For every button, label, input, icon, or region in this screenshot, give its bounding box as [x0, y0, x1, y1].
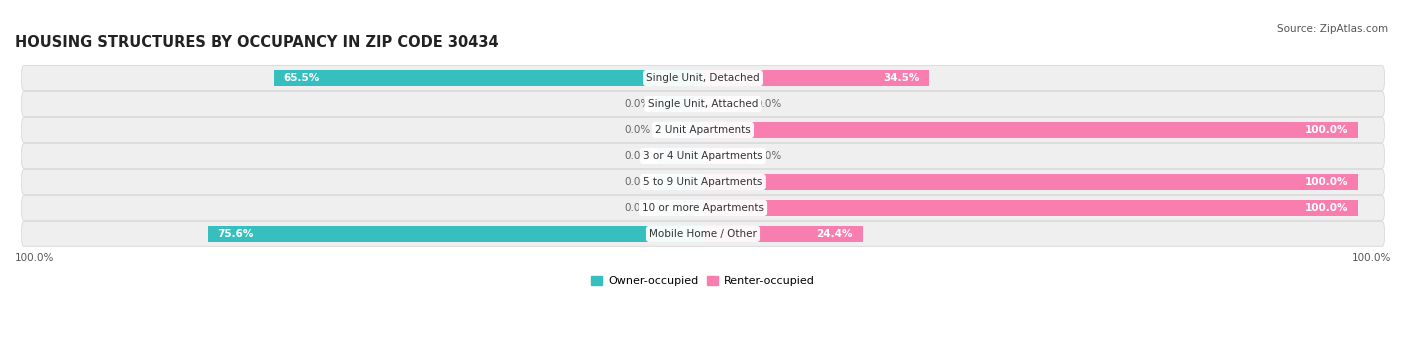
Text: 2 Unit Apartments: 2 Unit Apartments — [655, 125, 751, 135]
Text: Source: ZipAtlas.com: Source: ZipAtlas.com — [1277, 24, 1388, 34]
FancyBboxPatch shape — [21, 169, 1385, 194]
Text: 100.0%: 100.0% — [1305, 125, 1348, 135]
Text: 0.0%: 0.0% — [624, 99, 651, 109]
FancyBboxPatch shape — [21, 195, 1385, 220]
Bar — [703, 148, 749, 164]
Text: 5 to 9 Unit Apartments: 5 to 9 Unit Apartments — [644, 177, 762, 187]
Text: 100.0%: 100.0% — [15, 253, 55, 263]
Text: 65.5%: 65.5% — [284, 73, 321, 83]
FancyBboxPatch shape — [21, 65, 1385, 90]
FancyBboxPatch shape — [21, 221, 1385, 246]
Text: 0.0%: 0.0% — [624, 151, 651, 161]
Text: 75.6%: 75.6% — [218, 229, 254, 239]
Bar — [703, 200, 1358, 216]
Text: 0.0%: 0.0% — [624, 125, 651, 135]
Text: 10 or more Apartments: 10 or more Apartments — [643, 203, 763, 213]
Text: 100.0%: 100.0% — [1305, 203, 1348, 213]
Text: HOUSING STRUCTURES BY OCCUPANCY IN ZIP CODE 30434: HOUSING STRUCTURES BY OCCUPANCY IN ZIP C… — [15, 35, 499, 50]
Bar — [657, 174, 703, 190]
Text: 0.0%: 0.0% — [755, 99, 782, 109]
Text: Mobile Home / Other: Mobile Home / Other — [650, 229, 756, 239]
Bar — [657, 148, 703, 164]
Text: 0.0%: 0.0% — [624, 177, 651, 187]
Text: 34.5%: 34.5% — [883, 73, 920, 83]
Legend: Owner-occupied, Renter-occupied: Owner-occupied, Renter-occupied — [586, 271, 820, 291]
Bar — [657, 122, 703, 138]
Bar — [657, 200, 703, 216]
Text: 100.0%: 100.0% — [1351, 253, 1391, 263]
FancyBboxPatch shape — [21, 118, 1385, 143]
Text: 24.4%: 24.4% — [817, 229, 853, 239]
Text: 3 or 4 Unit Apartments: 3 or 4 Unit Apartments — [643, 151, 763, 161]
Text: Single Unit, Attached: Single Unit, Attached — [648, 99, 758, 109]
Bar — [703, 70, 929, 86]
Bar — [208, 226, 703, 242]
Text: 0.0%: 0.0% — [755, 151, 782, 161]
FancyBboxPatch shape — [21, 144, 1385, 168]
Bar — [657, 96, 703, 112]
Bar — [703, 122, 1358, 138]
Text: 100.0%: 100.0% — [1305, 177, 1348, 187]
Bar — [703, 174, 1358, 190]
Bar — [274, 70, 703, 86]
Bar — [703, 96, 749, 112]
Text: 0.0%: 0.0% — [624, 203, 651, 213]
FancyBboxPatch shape — [21, 91, 1385, 117]
Text: Single Unit, Detached: Single Unit, Detached — [647, 73, 759, 83]
Bar — [703, 226, 863, 242]
